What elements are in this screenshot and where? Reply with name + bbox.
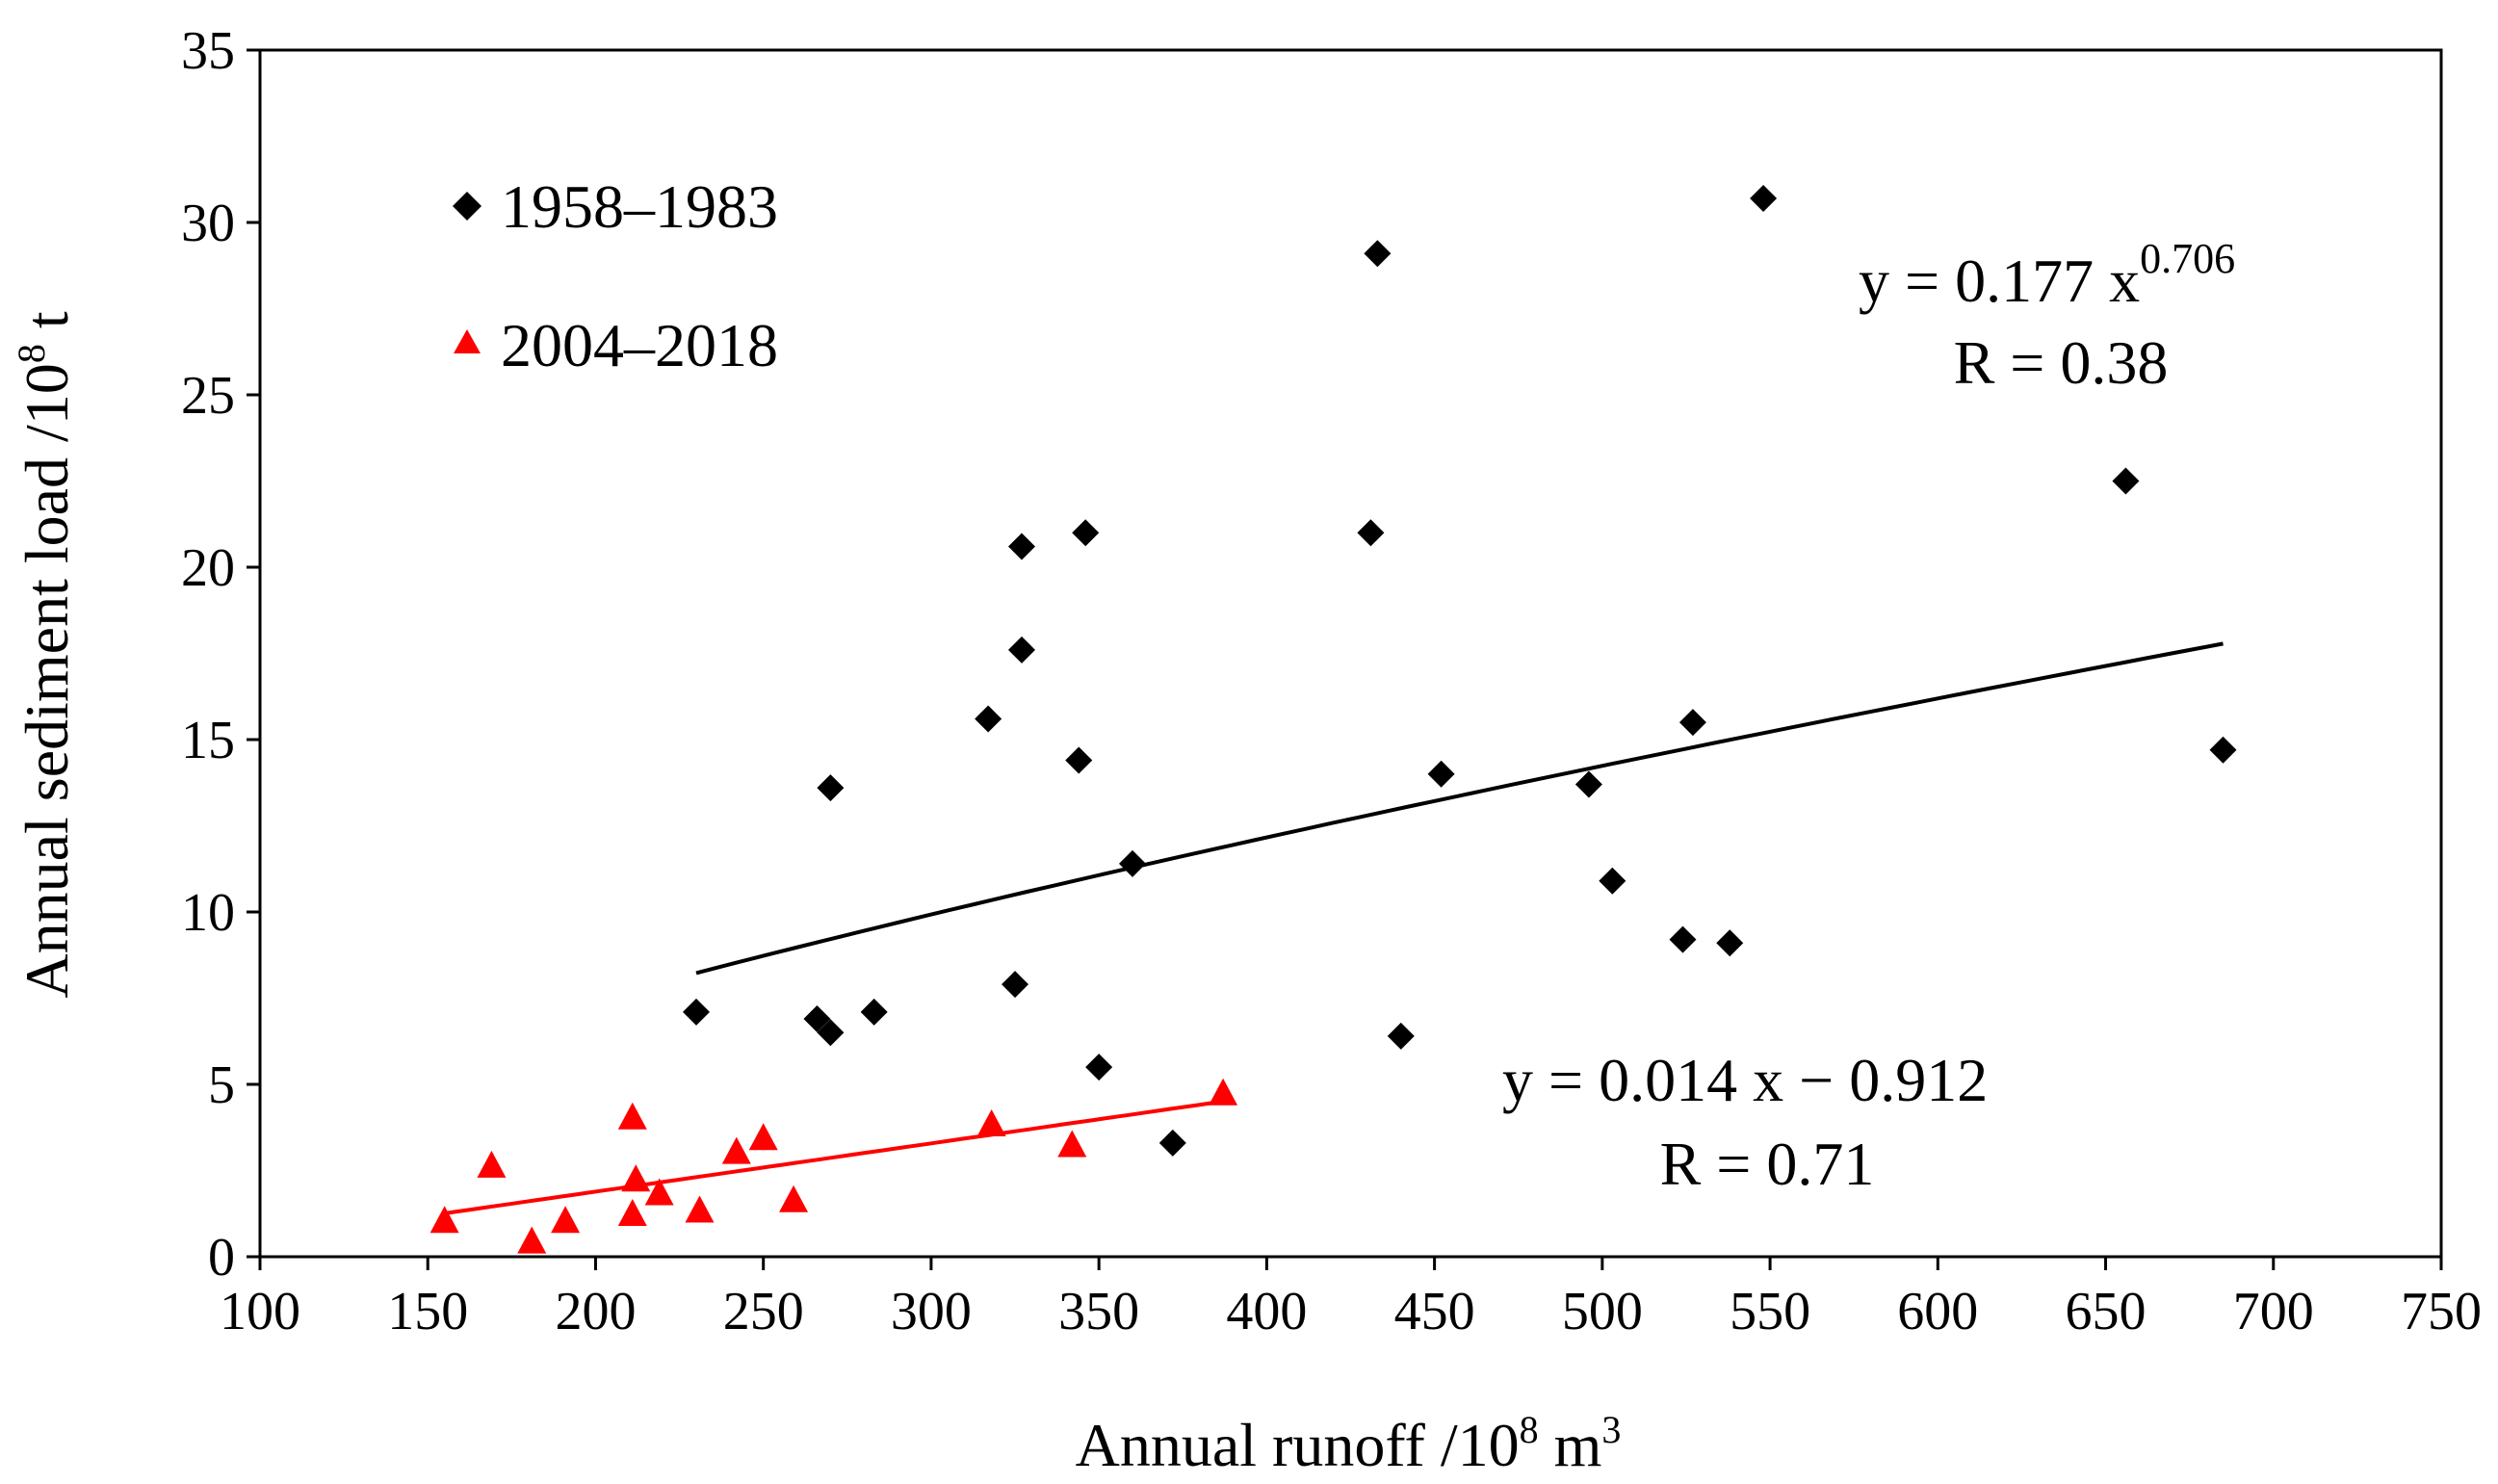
x-axis-title: Annual runoff /108 m3 — [1076, 1408, 1622, 1479]
equation-1958-1983: y = 0.177 x0.706 — [1859, 235, 2235, 315]
fit-lines — [444, 641, 2224, 1215]
data-point-diamond — [1750, 184, 1778, 212]
equation-2004-2018: y = 0.014 x − 0.912 — [1502, 1046, 1988, 1114]
data-point-triangle — [621, 1164, 651, 1192]
y-tick-label: 5 — [208, 1055, 235, 1115]
data-point-diamond — [2112, 467, 2140, 495]
data-point-diamond — [1678, 709, 1706, 737]
data-point-diamond — [803, 1004, 831, 1032]
y-tick-label: 25 — [181, 366, 235, 426]
data-point-diamond — [1085, 1054, 1113, 1081]
data-point-diamond — [1008, 636, 1036, 664]
x-tick-label: 300 — [891, 1282, 972, 1341]
x-tick-label: 550 — [1730, 1282, 1810, 1341]
x-tick-label: 200 — [555, 1282, 636, 1341]
x-tick-label: 350 — [1058, 1282, 1139, 1341]
x-tick-label: 250 — [723, 1282, 804, 1341]
data-point-diamond — [1716, 929, 1744, 957]
y-tick-label: 30 — [181, 194, 235, 253]
data-point-triangle — [721, 1136, 751, 1164]
data-point-diamond — [1008, 533, 1036, 560]
data-point-diamond — [1387, 1022, 1415, 1050]
x-tick-label: 400 — [1226, 1282, 1307, 1341]
x-tick-label: 750 — [2401, 1282, 2482, 1341]
legend-label-2004-2018: 2004–2018 — [501, 311, 778, 379]
data-point-triangle — [748, 1123, 778, 1151]
y-tick-label: 10 — [181, 883, 235, 943]
r-value-2004-2018: R = 0.71 — [1660, 1130, 1875, 1198]
y-tick-label: 0 — [208, 1228, 235, 1288]
data-point-diamond — [1158, 1129, 1186, 1157]
x-tick-label: 450 — [1394, 1282, 1475, 1341]
r-value-1958-1983: R = 0.38 — [1954, 328, 2169, 397]
x-tick-label: 500 — [1562, 1282, 1643, 1341]
data-point-diamond — [1427, 760, 1455, 788]
data-point-triangle — [477, 1150, 507, 1178]
y-axis: 0 5 10 15 20 25 30 35 — [181, 21, 260, 1288]
data-point-diamond — [683, 998, 710, 1026]
data-point-triangle — [429, 1206, 459, 1234]
fit-line-1958-1983 — [695, 641, 2224, 976]
legend: 1958–1983 2004–2018 — [453, 172, 778, 379]
y-tick-label: 20 — [181, 538, 235, 598]
x-tick-label: 650 — [2066, 1282, 2147, 1341]
data-point-diamond — [1072, 519, 1100, 547]
data-point-diamond — [817, 774, 845, 802]
legend-marker-diamond — [453, 192, 481, 221]
data-point-diamond — [1599, 867, 1626, 895]
x-tick-label: 150 — [387, 1282, 468, 1341]
data-point-triangle — [517, 1226, 547, 1254]
data-points — [429, 184, 2237, 1254]
y-axis-title: Annual sediment load /108 t — [10, 311, 81, 998]
data-point-triangle — [617, 1199, 647, 1227]
data-point-diamond — [1357, 519, 1385, 547]
plot-area — [258, 48, 2443, 1259]
x-tick-label: 100 — [220, 1282, 300, 1341]
legend-marker-triangle — [454, 329, 481, 353]
data-point-diamond — [1002, 971, 1029, 999]
data-point-diamond — [1119, 849, 1146, 877]
data-point-diamond — [817, 1019, 845, 1047]
data-point-diamond — [1364, 240, 1392, 268]
x-tick-label: 700 — [2233, 1282, 2314, 1341]
data-point-triangle — [976, 1108, 1006, 1136]
data-point-triangle — [779, 1185, 809, 1212]
data-point-triangle — [685, 1195, 715, 1223]
y-tick-label: 35 — [181, 21, 235, 81]
data-point-triangle — [617, 1102, 647, 1130]
data-point-diamond — [1669, 925, 1697, 953]
legend-label-1958-1983: 1958–1983 — [501, 172, 778, 241]
data-point-triangle — [644, 1178, 674, 1206]
data-point-triangle — [1209, 1078, 1238, 1106]
data-point-diamond — [2209, 736, 2237, 764]
fit-line-2004-2018 — [444, 1099, 1224, 1215]
data-point-diamond — [860, 998, 888, 1026]
x-tick-label: 600 — [1897, 1282, 1978, 1341]
data-point-diamond — [1065, 746, 1093, 774]
data-point-triangle — [551, 1206, 581, 1234]
x-axis: 100 150 200 250 300 350 400 450 500 550 600 650 700 7… — [220, 1257, 2482, 1341]
data-point-diamond — [975, 705, 1002, 733]
data-point-diamond — [1574, 770, 1602, 798]
data-point-triangle — [1057, 1130, 1087, 1158]
y-tick-label: 15 — [181, 711, 235, 770]
